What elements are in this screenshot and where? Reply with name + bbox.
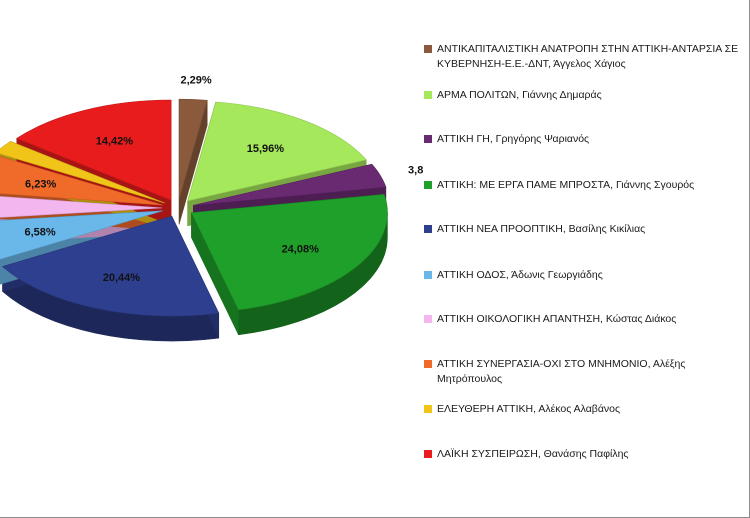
legend-swatch xyxy=(424,405,432,413)
slice-percent-label: 3,81% xyxy=(408,164,424,176)
pie-slice xyxy=(178,98,208,200)
legend-swatch xyxy=(424,315,432,323)
legend-label: ΑΤΤΙΚΗ ΓΗ, Γρηγόρης Ψαριανός xyxy=(437,133,590,145)
legend-swatch xyxy=(424,360,432,368)
legend-swatch xyxy=(424,45,432,53)
slice-percent-label: 6,23% xyxy=(25,179,56,191)
legend-label: ΑΤΤΙΚΗ ΟΙΚΟΛΟΓΙΚΗ ΑΠΑΝΤΗΣΗ, Κώστας Διάκο… xyxy=(437,313,677,325)
legend-label: ΑΤΤΙΚΗ ΟΔΟΣ, Άδωνις Γεωργιάδης xyxy=(437,269,603,281)
pie-chart: 2,29%15,96%3,81%24,08%20,44%6,58%6,23%2,… xyxy=(0,75,424,342)
slice-percent-label: 20,44% xyxy=(103,272,141,284)
legend-swatch xyxy=(424,135,432,143)
legend-label: ΑΤΤΙΚΗ ΣΥΝΕΡΓΑΣΙΑ-ΟΧΙ ΣΤΟ ΜΝΗΜΟΝΙΟ, Αλέξ… xyxy=(437,358,686,385)
pie-slice xyxy=(0,141,165,204)
pie-slice xyxy=(0,156,163,206)
slice-percent-label: 24,08% xyxy=(282,243,320,255)
pie-slice xyxy=(193,163,387,206)
legend-label: ΛΑΪΚΗ ΣΥΣΠΕΙΡΩΣΗ, Θανάσης Παφίλης xyxy=(437,448,629,460)
slice-percent-label: 14,42% xyxy=(96,136,134,148)
legend-swatch xyxy=(424,91,432,99)
pie-slice xyxy=(0,210,163,260)
legend-label: ΑΝΤΙΚΑΠΙΤΑΛΙΣΤΙΚΗ ΑΝΑΤΡΟΠΗ ΣΤΗΝ ΑΤΤΙΚΗ-Α… xyxy=(437,43,739,70)
legend-swatch xyxy=(424,271,432,279)
slice-percent-label: 2,29% xyxy=(180,75,211,87)
legend-label: ΕΛΕΥΘΕΡΗ ΑΤΤΙΚΗ, Αλέκος Αλαβάνος xyxy=(437,403,621,415)
pie-slice xyxy=(16,99,172,201)
legend-swatch xyxy=(424,225,432,233)
slice-percent-label: 6,58% xyxy=(25,227,56,239)
legend-swatch xyxy=(424,450,432,458)
legend-label: ΑΡΜΑ ΠΟΛΙΤΩΝ, Γιάννης Δημαράς xyxy=(437,89,602,101)
legend-label: ΑΤΤΙΚΗ: ΜΕ ΕΡΓΑ ΠΑΜΕ ΜΠΡΟΣΤΑ, Γιάννης Σγ… xyxy=(437,179,695,191)
pie-slice xyxy=(0,196,163,218)
pie-slice xyxy=(1,215,220,317)
slice-percent-label: 15,96% xyxy=(247,143,285,155)
pie-slice xyxy=(190,194,388,311)
pie-slice xyxy=(187,101,367,202)
legend-swatch xyxy=(424,181,432,189)
legend-label: ΑΤΤΙΚΗ ΝΕΑ ΠΡΟΟΠΤΙΚΗ, Βασίλης Κικίλιας xyxy=(437,223,646,235)
